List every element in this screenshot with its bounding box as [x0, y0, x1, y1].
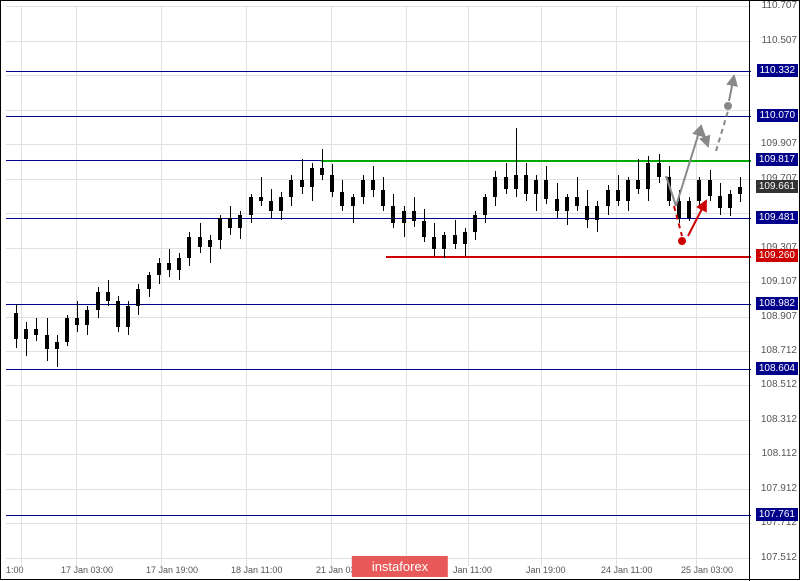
x-tick-label: 18 Jan 11:00	[231, 565, 282, 575]
y-tick-label: 110.507	[762, 35, 797, 46]
y-tick-label: 107.512	[761, 552, 797, 563]
gray-down-1	[666, 176, 676, 206]
x-tick-label: Jan 11:00	[453, 565, 492, 575]
y-tick-label: 108.112	[762, 448, 797, 459]
y-tick-label: 109.107	[761, 276, 797, 287]
y-axis: 107.512107.712107.912108.112108.312108.5…	[749, 1, 799, 581]
red-up	[688, 201, 706, 236]
price-level-label: 108.982	[756, 297, 798, 310]
segment-price-label: 109.260	[756, 249, 798, 262]
price-level-label: 107.761	[756, 508, 798, 521]
gray-dash	[716, 111, 728, 151]
y-tick-label: 108.712	[761, 345, 797, 356]
price-level-label: 110.070	[757, 109, 798, 122]
gray-up-1	[676, 126, 701, 206]
x-tick-label: 17 Jan 19:00	[146, 565, 198, 575]
x-tick-label: 1:00	[6, 565, 24, 575]
price-level-label: 109.817	[756, 153, 798, 166]
gray-down-2	[701, 126, 708, 146]
x-tick-label: Jan 19:00	[526, 565, 566, 575]
x-tick-label: 17 Jan 03:00	[61, 565, 113, 575]
y-tick-label: 108.312	[761, 414, 797, 425]
y-tick-label: 110.707	[762, 0, 797, 11]
gray-dot	[724, 102, 732, 110]
x-tick-label: 25 Jan 03:00	[681, 565, 733, 575]
y-tick-label: 108.512	[761, 379, 797, 390]
current-price-label: 109.661	[756, 180, 798, 193]
watermark: instaforex	[352, 556, 448, 577]
annotation-overlay	[6, 6, 746, 558]
price-level-label: 108.604	[756, 362, 798, 375]
y-tick-label: 109.907	[761, 138, 797, 149]
y-tick-label: 108.907	[761, 311, 797, 322]
x-tick-label: 24 Jan 11:00	[601, 565, 652, 575]
price-level-label: 109.481	[756, 211, 798, 224]
red-down	[674, 206, 682, 236]
y-tick-label: 107.912	[761, 483, 797, 494]
forex-chart: 107.512107.712107.912108.112108.312108.5…	[0, 0, 800, 580]
gray-up-2	[729, 76, 734, 101]
red-dot	[678, 237, 686, 245]
plot-area	[6, 6, 746, 558]
price-level-label: 110.332	[757, 64, 798, 77]
